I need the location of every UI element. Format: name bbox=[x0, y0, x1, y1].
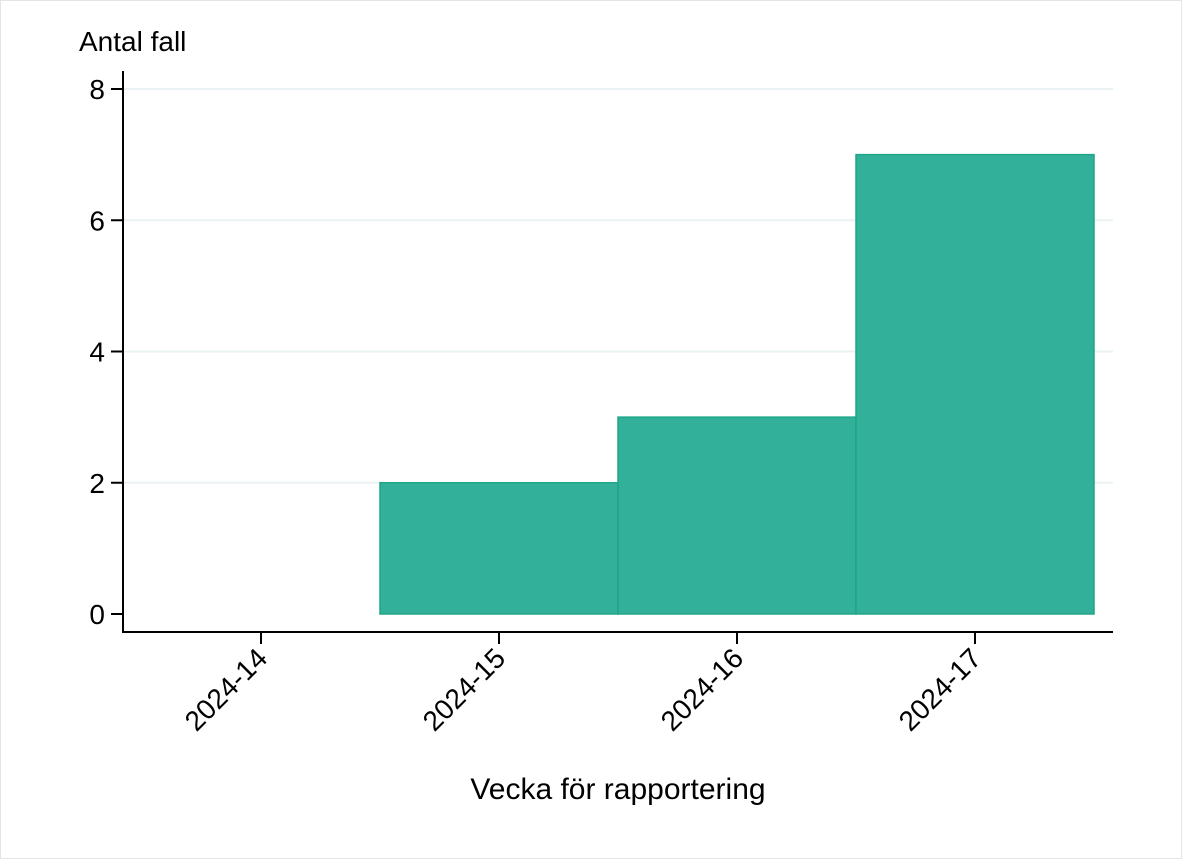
bar-2024-16 bbox=[617, 416, 857, 615]
x-tick-label: 2024-16 bbox=[655, 642, 750, 737]
x-tick-label: 2024-15 bbox=[417, 642, 512, 737]
y-tick-label: 4 bbox=[89, 337, 105, 368]
x-tick-label: 2024-17 bbox=[893, 642, 988, 737]
y-axis-label: Antal fall bbox=[79, 26, 186, 57]
bar-2024-15 bbox=[379, 482, 619, 615]
y-tick-label: 0 bbox=[89, 599, 105, 630]
bar-2024-17 bbox=[855, 153, 1095, 615]
bars bbox=[379, 153, 1095, 615]
y-tick-label: 8 bbox=[89, 74, 105, 105]
x-tick-label: 2024-14 bbox=[179, 642, 274, 737]
y-tick-label: 2 bbox=[89, 468, 105, 499]
y-tick-label: 6 bbox=[89, 205, 105, 236]
x-axis-label: Vecka för rapportering bbox=[470, 773, 765, 806]
